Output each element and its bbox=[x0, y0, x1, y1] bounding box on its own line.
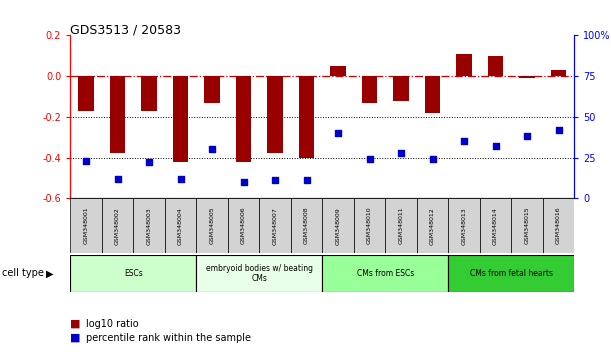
Text: ■: ■ bbox=[70, 333, 81, 343]
Bar bbox=[228, 198, 259, 253]
Text: embryoid bodies w/ beating
CMs: embryoid bodies w/ beating CMs bbox=[206, 264, 313, 283]
Text: GSM348005: GSM348005 bbox=[210, 207, 214, 245]
Bar bbox=[102, 198, 133, 253]
Point bbox=[428, 156, 437, 162]
Point bbox=[207, 147, 217, 152]
Bar bbox=[141, 76, 157, 111]
Bar bbox=[70, 255, 196, 292]
Text: ESCs: ESCs bbox=[124, 269, 142, 278]
Text: percentile rank within the sample: percentile rank within the sample bbox=[86, 333, 251, 343]
Bar bbox=[133, 198, 165, 253]
Text: GSM348011: GSM348011 bbox=[398, 207, 403, 245]
Bar bbox=[70, 198, 102, 253]
Text: GSM348015: GSM348015 bbox=[525, 207, 530, 245]
Text: GSM348008: GSM348008 bbox=[304, 207, 309, 245]
Point bbox=[459, 138, 469, 144]
Point bbox=[112, 176, 122, 182]
Text: GSM348003: GSM348003 bbox=[147, 207, 152, 245]
Bar bbox=[511, 198, 543, 253]
Point bbox=[144, 160, 154, 165]
Text: log10 ratio: log10 ratio bbox=[86, 319, 138, 329]
Text: GSM348001: GSM348001 bbox=[84, 207, 89, 245]
Text: CMs from ESCs: CMs from ESCs bbox=[357, 269, 414, 278]
Bar bbox=[386, 198, 417, 253]
Bar bbox=[78, 76, 94, 111]
Point bbox=[302, 177, 312, 183]
Bar bbox=[165, 198, 196, 253]
Bar bbox=[354, 198, 386, 253]
Text: GSM348013: GSM348013 bbox=[461, 207, 467, 245]
Bar bbox=[323, 255, 448, 292]
Bar bbox=[196, 255, 323, 292]
Point bbox=[270, 177, 280, 183]
Bar bbox=[109, 76, 125, 154]
Bar bbox=[393, 76, 409, 101]
Point bbox=[554, 127, 563, 133]
Point bbox=[522, 133, 532, 139]
Text: GSM348006: GSM348006 bbox=[241, 207, 246, 245]
Bar bbox=[456, 54, 472, 76]
Point bbox=[396, 150, 406, 155]
Point bbox=[365, 156, 375, 162]
Point bbox=[333, 130, 343, 136]
Text: GSM348002: GSM348002 bbox=[115, 207, 120, 245]
Point bbox=[81, 158, 91, 164]
Text: cell type: cell type bbox=[2, 268, 44, 279]
Text: GSM348012: GSM348012 bbox=[430, 207, 435, 245]
Text: GSM348010: GSM348010 bbox=[367, 207, 372, 245]
Text: GSM348004: GSM348004 bbox=[178, 207, 183, 245]
Bar bbox=[480, 198, 511, 253]
Bar bbox=[417, 198, 448, 253]
Text: CMs from fetal hearts: CMs from fetal hearts bbox=[470, 269, 553, 278]
Text: ▶: ▶ bbox=[46, 268, 53, 279]
Bar bbox=[543, 198, 574, 253]
Bar bbox=[425, 76, 441, 113]
Bar bbox=[330, 66, 346, 76]
Bar bbox=[267, 76, 283, 154]
Bar bbox=[259, 198, 291, 253]
Bar bbox=[204, 76, 220, 103]
Text: ■: ■ bbox=[70, 319, 81, 329]
Bar bbox=[519, 76, 535, 78]
Text: GSM348007: GSM348007 bbox=[273, 207, 277, 245]
Bar bbox=[291, 198, 323, 253]
Bar bbox=[196, 198, 228, 253]
Bar bbox=[448, 255, 574, 292]
Bar bbox=[362, 76, 378, 103]
Bar bbox=[236, 76, 251, 162]
Text: GSM348009: GSM348009 bbox=[335, 207, 340, 245]
Point bbox=[239, 179, 249, 185]
Point bbox=[175, 176, 185, 182]
Text: GDS3513 / 20583: GDS3513 / 20583 bbox=[70, 23, 181, 36]
Bar bbox=[299, 76, 315, 158]
Bar bbox=[448, 198, 480, 253]
Bar bbox=[173, 76, 188, 162]
Point bbox=[491, 143, 500, 149]
Bar bbox=[323, 198, 354, 253]
Text: GSM348014: GSM348014 bbox=[493, 207, 498, 245]
Bar bbox=[551, 70, 566, 76]
Bar bbox=[488, 56, 503, 76]
Text: GSM348016: GSM348016 bbox=[556, 207, 561, 245]
